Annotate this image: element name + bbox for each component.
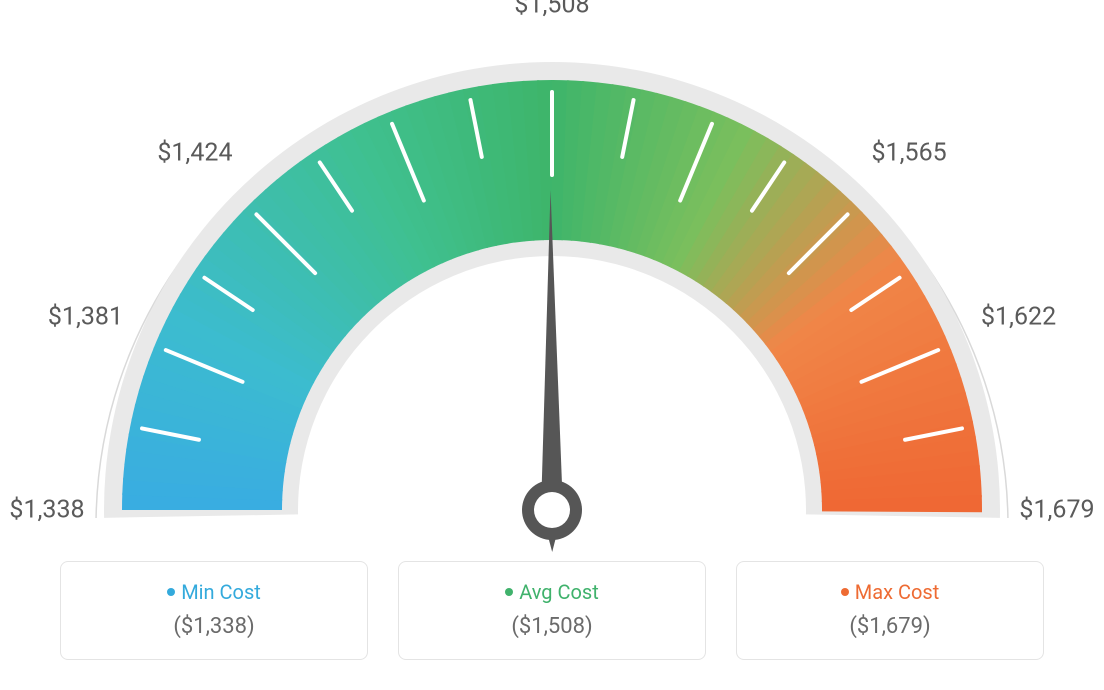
gauge-tick-label: $1,381 [48, 302, 123, 331]
min-cost-value: ($1,338) [81, 614, 347, 639]
max-dot-icon [841, 588, 849, 596]
avg-cost-card: Avg Cost ($1,508) [398, 561, 706, 660]
gauge-tick-label: $1,338 [9, 496, 84, 525]
gauge-tick-label: $1,508 [514, 0, 589, 20]
min-cost-title: Min Cost [81, 580, 347, 604]
max-cost-title: Max Cost [757, 580, 1023, 604]
max-cost-title-text: Max Cost [855, 580, 940, 604]
avg-cost-title-text: Avg Cost [519, 580, 599, 604]
gauge-tick-label: $1,622 [981, 302, 1056, 331]
min-dot-icon [167, 588, 175, 596]
avg-dot-icon [505, 588, 513, 596]
min-cost-title-text: Min Cost [181, 580, 261, 604]
avg-cost-value: ($1,508) [419, 614, 685, 639]
gauge-tick-label: $1,565 [871, 138, 946, 167]
min-cost-card: Min Cost ($1,338) [60, 561, 368, 660]
summary-cards: Min Cost ($1,338) Avg Cost ($1,508) Max … [60, 561, 1044, 660]
gauge-area: $1,338 $1,381 $1,424 $1,508 $1,565 $1,622 $1,6… [0, 0, 1104, 560]
gauge-tick-label: $1,679 [1019, 496, 1094, 525]
max-cost-value: ($1,679) [757, 614, 1023, 639]
chart-container: $1,338 $1,381 $1,424 $1,508 $1,565 $1,622 $1,6… [0, 0, 1104, 690]
gauge-tick-label: $1,424 [157, 138, 232, 167]
avg-cost-title: Avg Cost [419, 580, 685, 604]
gauge-svg [0, 0, 1104, 560]
max-cost-card: Max Cost ($1,679) [736, 561, 1044, 660]
